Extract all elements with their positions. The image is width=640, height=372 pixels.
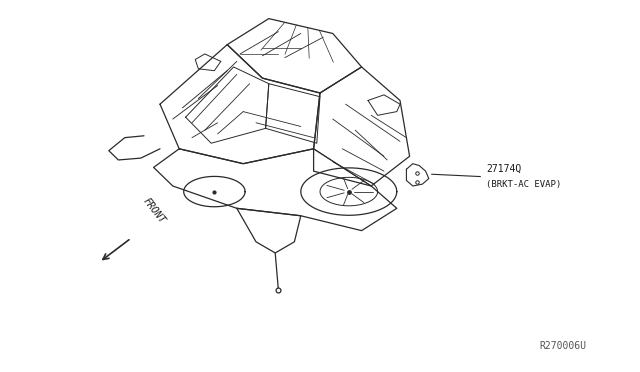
Text: (BRKT-AC EVAP): (BRKT-AC EVAP)	[486, 180, 562, 189]
Text: R270006U: R270006U	[540, 341, 587, 351]
Text: 27174Q: 27174Q	[486, 164, 522, 173]
Text: FRONT: FRONT	[141, 196, 167, 225]
